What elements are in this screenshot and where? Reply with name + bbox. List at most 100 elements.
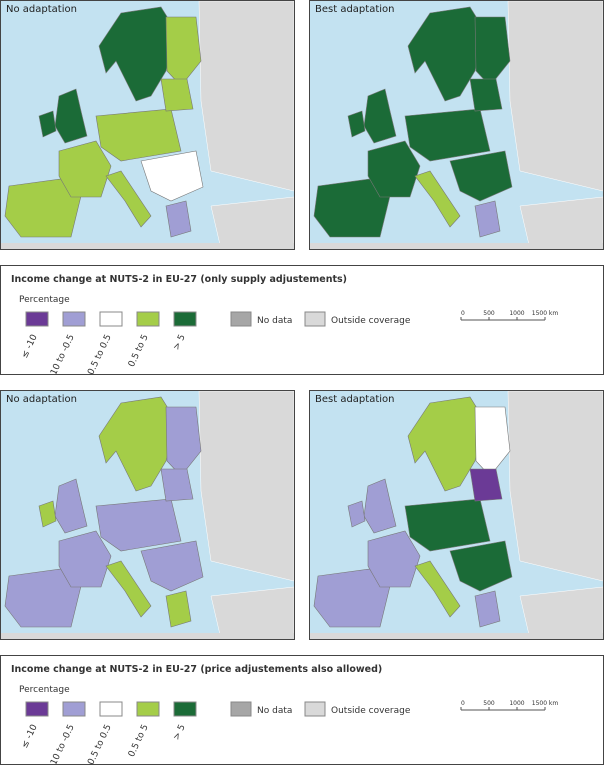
region <box>367 140 421 198</box>
scale-label: 1500 km <box>532 310 559 317</box>
map <box>310 391 603 639</box>
region <box>165 16 202 87</box>
legend-swatch <box>25 701 49 717</box>
legend-swatch <box>136 701 160 717</box>
region <box>404 108 491 162</box>
region <box>165 406 202 477</box>
legend-swatch <box>62 701 86 717</box>
legend-label: ≤ -10 <box>20 723 40 750</box>
region <box>474 406 511 477</box>
legend-swatch <box>304 311 326 327</box>
legend-swatch <box>304 701 326 717</box>
legend: Income change at NUTS-2 in EU-27 (price … <box>0 655 604 768</box>
legend-swatch <box>62 311 86 327</box>
panel-title: No adaptation <box>6 4 77 15</box>
region <box>38 500 57 528</box>
region <box>474 16 511 87</box>
legend-label: -10 to -0.5 <box>48 723 77 764</box>
region <box>347 110 366 138</box>
region <box>165 590 192 628</box>
region <box>414 560 461 618</box>
legend-label: ≤ -10 <box>20 333 40 360</box>
region <box>474 200 501 238</box>
map <box>1 391 294 639</box>
legend-swatch <box>230 701 252 717</box>
legend-subtitle: Percentage <box>19 685 70 695</box>
scale-label: 500 <box>483 310 495 317</box>
scale-label: 0 <box>461 310 465 317</box>
legend-svg: Income change at NUTS-2 in EU-27 (only s… <box>11 274 559 380</box>
region <box>165 200 192 238</box>
panel-title: Best adaptation <box>315 4 395 15</box>
map-panel: Best adaptation <box>309 0 604 250</box>
outside-land <box>310 633 603 639</box>
region <box>404 498 491 552</box>
legend-title: Income change at NUTS-2 in EU-27 (only s… <box>11 274 347 285</box>
outside-land <box>507 1 603 192</box>
map <box>310 1 603 249</box>
region <box>474 590 501 628</box>
region <box>367 530 421 588</box>
region <box>95 498 182 552</box>
legend-label: No data <box>257 316 292 326</box>
outside-land <box>507 391 603 582</box>
region <box>105 170 152 228</box>
panel-title: Best adaptation <box>315 394 395 405</box>
outside-land <box>519 196 603 249</box>
map-panel: No adaptation <box>0 390 295 640</box>
legend-label: > 5 <box>172 723 188 742</box>
scale-label: 0 <box>461 700 465 707</box>
legend-label: -0.5 to 0.5 <box>85 333 114 374</box>
legend-svg: Income change at NUTS-2 in EU-27 (price … <box>11 664 559 768</box>
legend-swatch <box>136 311 160 327</box>
map <box>1 1 294 249</box>
legend-label: 0.5 to 5 <box>127 723 151 759</box>
region <box>95 108 182 162</box>
legend-title: Income change at NUTS-2 in EU-27 (price … <box>11 664 382 675</box>
legend-label: No data <box>257 706 292 716</box>
legend: Income change at NUTS-2 in EU-27 (only s… <box>0 265 604 380</box>
outside-land <box>210 586 294 639</box>
outside-land <box>1 633 294 639</box>
scale-label: 1500 km <box>532 700 559 707</box>
scale-label: 500 <box>483 700 495 707</box>
legend-swatch <box>230 311 252 327</box>
region <box>58 140 112 198</box>
region <box>140 150 204 202</box>
region <box>414 170 461 228</box>
map-panel: No adaptation <box>0 0 295 250</box>
legend-swatch <box>173 701 197 717</box>
legend-swatch <box>99 311 123 327</box>
region <box>449 150 513 202</box>
legend-swatch <box>25 311 49 327</box>
region <box>160 468 194 502</box>
outside-land <box>198 1 294 192</box>
region <box>347 500 366 528</box>
scale-label: 1000 <box>509 700 524 707</box>
outside-land <box>198 391 294 582</box>
outside-land <box>210 196 294 249</box>
map-panel: Best adaptation <box>309 390 604 640</box>
legend-swatch <box>173 311 197 327</box>
outside-land <box>519 586 603 639</box>
legend-subtitle: Percentage <box>19 295 70 305</box>
legend-label: 0.5 to 5 <box>127 333 151 369</box>
scale-label: 1000 <box>509 310 524 317</box>
region <box>449 540 513 592</box>
region <box>140 540 204 592</box>
legend-label: -10 to -0.5 <box>48 333 77 374</box>
legend-label: > 5 <box>172 333 188 352</box>
region <box>38 110 57 138</box>
legend-label: -0.5 to 0.5 <box>85 723 114 764</box>
legend-label: Outside coverage <box>331 706 411 716</box>
outside-land <box>1 243 294 249</box>
region <box>105 560 152 618</box>
region <box>58 530 112 588</box>
outside-land <box>310 243 603 249</box>
legend-swatch <box>99 701 123 717</box>
legend-label: Outside coverage <box>331 316 411 326</box>
region <box>469 78 503 112</box>
region <box>160 78 194 112</box>
panel-title: No adaptation <box>6 394 77 405</box>
